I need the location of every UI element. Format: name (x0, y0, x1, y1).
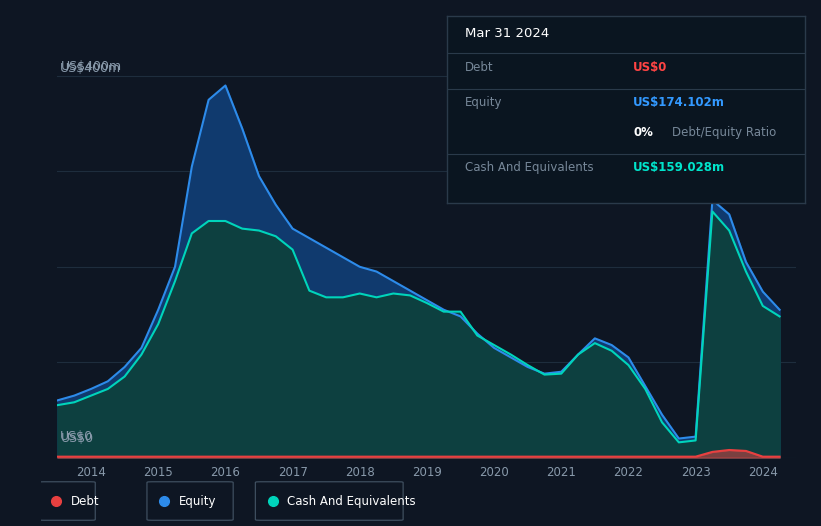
Text: Equity: Equity (179, 494, 217, 508)
Text: Cash And Equivalents: Cash And Equivalents (466, 161, 594, 175)
Text: 0%: 0% (633, 126, 653, 139)
Text: Debt: Debt (71, 494, 99, 508)
Text: US$0: US$0 (633, 60, 667, 74)
Text: US$0: US$0 (62, 432, 94, 446)
Text: US$159.028m: US$159.028m (633, 161, 725, 175)
Text: US$400m: US$400m (60, 62, 121, 75)
Text: US$400m: US$400m (62, 59, 122, 73)
Text: Debt: Debt (466, 60, 494, 74)
Text: US$174.102m: US$174.102m (633, 96, 725, 109)
Text: Debt/Equity Ratio: Debt/Equity Ratio (672, 126, 777, 139)
Text: Equity: Equity (466, 96, 502, 109)
Text: Cash And Equivalents: Cash And Equivalents (287, 494, 416, 508)
Text: Mar 31 2024: Mar 31 2024 (466, 27, 549, 40)
Text: US$0: US$0 (60, 430, 93, 443)
